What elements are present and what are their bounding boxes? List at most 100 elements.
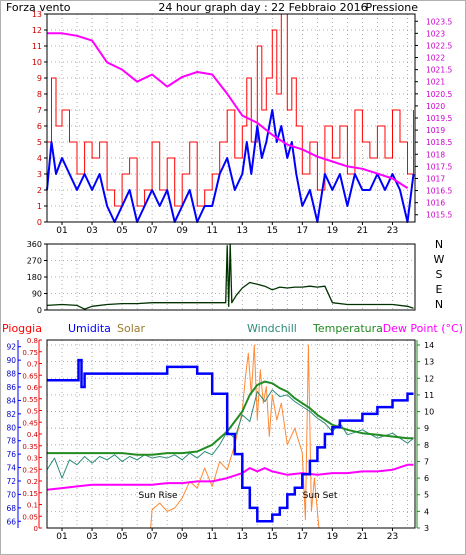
x-tick-label: 19 <box>327 226 339 236</box>
wind-axis-label: 2 <box>37 186 42 195</box>
humidity-axis-label: 92 <box>6 343 16 352</box>
rain-axis-label: 0.6 <box>27 384 39 392</box>
x-tick-label: 13 <box>237 532 248 542</box>
wind-direction-line <box>46 243 414 310</box>
dewpoint-line <box>46 463 414 491</box>
wind-axis-title: Forza vento <box>6 1 71 14</box>
pressure-axis-label: 1018.5 <box>426 138 452 147</box>
temp-panel-frame <box>46 339 416 529</box>
rain-axis-label: 0.65 <box>22 372 38 380</box>
x-tick-label: 23 <box>387 532 398 542</box>
solar-legend: Solar <box>117 322 146 335</box>
rain-axis-label: 0.3 <box>27 455 38 463</box>
wind-axis-label: 10 <box>32 58 42 67</box>
wind-axis-label: 8 <box>37 90 42 99</box>
temperature-axis-label: 13 <box>424 358 434 367</box>
direction-axis-label: 270 <box>27 257 42 266</box>
temperature-axis-label: 11 <box>424 391 434 400</box>
wind-panel-axes: 0123456789101112131015.510161016.5101710… <box>32 10 453 236</box>
wind-axis-label: 5 <box>37 138 42 147</box>
wind-axis-label: 6 <box>37 122 42 131</box>
x-tick-label: 11 <box>206 226 217 236</box>
humidity-axis-label: 68 <box>6 504 16 513</box>
direction-axis-label: 0 <box>37 306 42 315</box>
wind-axis-label: 11 <box>32 42 42 51</box>
pressure-axis-label: 1020.5 <box>426 90 452 99</box>
temperature-axis-label: 9 <box>424 424 429 433</box>
sun-rise-label: Sun Rise <box>139 491 178 501</box>
pressure-axis-label: 1019.5 <box>426 114 452 123</box>
pressure-line <box>47 32 409 189</box>
compass-label: E <box>436 283 443 296</box>
compass-label: W <box>434 253 445 266</box>
wind-axis-label: 4 <box>37 154 42 163</box>
humidity-axis-label: 86 <box>6 383 16 392</box>
temp-panel-header: Pioggia Umidita Solar Windchill Temperatura D… <box>2 322 463 335</box>
pressure-axis-label: 1023 <box>426 29 445 38</box>
x-tick-label: 01 <box>56 532 67 542</box>
humidity-axis-label: 80 <box>6 423 16 432</box>
temperature-line <box>47 380 414 456</box>
direction-axis-label: 90 <box>32 290 42 299</box>
x-tick-label: 03 <box>86 532 97 542</box>
humidity-axis-label: 74 <box>6 464 16 473</box>
rain-axis-label: 0.2 <box>27 478 38 486</box>
humidity-axis-label: 78 <box>6 437 16 446</box>
x-tick-label: 13 <box>237 226 248 236</box>
pressure-axis-label: 1016 <box>426 199 445 208</box>
humidity-axis-label: 76 <box>6 450 16 459</box>
windchill-legend: Windchill <box>247 322 297 335</box>
x-tick-label: 07 <box>146 532 157 542</box>
compass-label: N <box>435 238 443 251</box>
humidity-line <box>47 358 414 523</box>
rain-axis-label: 0.5 <box>27 408 38 416</box>
x-tick-label: 05 <box>116 226 127 236</box>
rain-axis-title: Pioggia <box>2 322 42 335</box>
temperature-axis-label: 14 <box>424 341 434 350</box>
rain-axis-label: 0.7 <box>27 361 38 369</box>
x-tick-label: 21 <box>357 532 368 542</box>
pressure-axis-label: 1018 <box>426 150 445 159</box>
wind-panel-grid <box>47 13 415 222</box>
wind-axis-label: 0 <box>37 218 42 227</box>
rain-axis-label: 0.4 <box>27 431 39 439</box>
temperature-axis-label: 7 <box>424 457 429 466</box>
pressure-axis-label: 1021 <box>426 78 445 87</box>
x-tick-label: 03 <box>86 226 97 236</box>
rain-axis-label: 0.1 <box>27 502 38 510</box>
direction-panel-series <box>46 243 414 310</box>
rain-axis-label: 0.75 <box>22 349 38 357</box>
x-tick-label: 17 <box>297 226 308 236</box>
pressure-axis-label: 1022.5 <box>426 41 452 50</box>
pressure-axis-label: 1017.5 <box>426 162 452 171</box>
x-tick-label: 07 <box>146 226 157 236</box>
pressure-axis-label: 1016.5 <box>426 187 452 196</box>
pressure-axis-title: Pressione <box>366 1 419 14</box>
rain-axis-label: 0.45 <box>22 419 38 427</box>
rain-axis-label: 0.8 <box>27 337 38 345</box>
wind-axis-label: 1 <box>37 202 42 211</box>
wind-axis-label: 3 <box>37 170 42 179</box>
temperature-axis-label: 3 <box>424 524 429 533</box>
direction-axis-label: 180 <box>27 273 42 282</box>
humidity-axis-label: 90 <box>6 356 16 365</box>
pressure-axis-label: 1015.5 <box>426 211 452 220</box>
wind-axis-label: 9 <box>37 74 42 83</box>
pressure-axis-label: 1022 <box>426 54 445 63</box>
x-tick-label: 23 <box>387 226 398 236</box>
x-tick-label: 05 <box>116 532 127 542</box>
dewpoint-legend: Dew Point (°C) <box>383 322 463 335</box>
temp-panel-axes: 0 0.05 0.1 0.15 0.2 0.25 0.3 0.35 0.4 0.45 0.5 0.55… <box>6 337 434 542</box>
x-tick-label: 19 <box>327 532 339 542</box>
temperature-axis-label: 12 <box>424 374 434 383</box>
humidity-axis-label: 88 <box>6 370 16 379</box>
x-tick-label: 15 <box>267 226 278 236</box>
temperature-axis-label: 6 <box>424 474 429 483</box>
rain-axis-label: 0.55 <box>22 396 38 404</box>
pressure-axis-label: 1019 <box>426 126 445 135</box>
x-tick-label: 17 <box>297 532 308 542</box>
pressure-axis-label: 1020 <box>426 102 445 111</box>
